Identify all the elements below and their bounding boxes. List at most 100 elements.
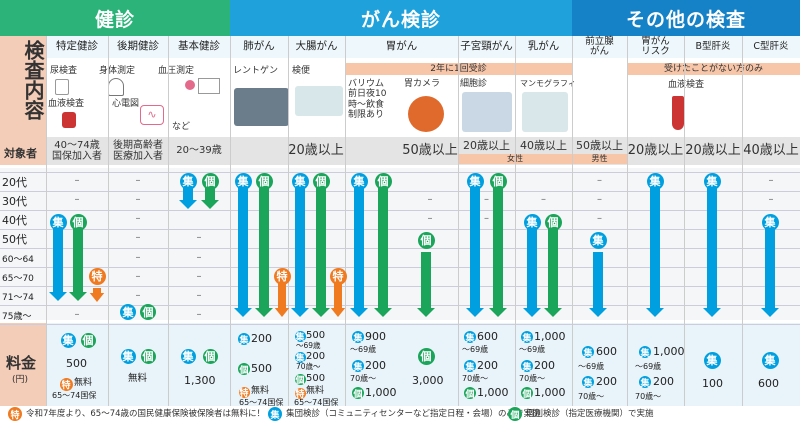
shu-badge-icon: 集 bbox=[703, 351, 721, 369]
no-exam-dash: – bbox=[196, 232, 202, 243]
no-exam-dash: – bbox=[135, 271, 141, 282]
grid-line bbox=[0, 229, 800, 230]
no-exam-dash: – bbox=[427, 194, 433, 205]
grid-col-line bbox=[288, 36, 289, 406]
toku-badge-icon: 特 bbox=[59, 377, 73, 391]
age-range-arrow bbox=[544, 228, 562, 317]
grid-col-line bbox=[515, 36, 516, 406]
item-urine: 尿検査 bbox=[50, 66, 78, 76]
shu-badge-icon: 集 bbox=[120, 348, 136, 364]
age-row-label: 60〜64 bbox=[2, 255, 34, 265]
blood-tube-icon bbox=[62, 112, 76, 128]
price-value: 65〜74国保 bbox=[294, 398, 339, 407]
grid-col-line bbox=[572, 36, 573, 406]
price-value: 1,000 bbox=[534, 386, 566, 399]
column-header-3: 肺がん bbox=[243, 40, 275, 53]
price-value: 600 bbox=[596, 345, 617, 358]
grid-line bbox=[0, 248, 800, 249]
ko-legend-icon: 個 bbox=[508, 407, 522, 421]
target-c7: 40歳以上 bbox=[520, 138, 567, 152]
side-target-label: 対象者 bbox=[4, 147, 37, 160]
toku-badge-icon: 特 bbox=[329, 267, 347, 285]
target-c9: 20歳以上 bbox=[627, 142, 684, 158]
no-exam-dash: – bbox=[541, 194, 546, 205]
price-value: 200 bbox=[477, 359, 498, 372]
shu-badge-icon: 集 bbox=[703, 172, 721, 190]
shu-badge-icon: 集 bbox=[234, 172, 252, 190]
item-blood: 血液検査 bbox=[48, 99, 85, 109]
grid-line bbox=[0, 267, 800, 268]
grid-line bbox=[0, 210, 800, 211]
item-barium: バリウム 前日夜10 時〜飲食 制限あり bbox=[348, 79, 387, 121]
no-exam-dash: – bbox=[196, 271, 202, 282]
shu-badge-icon: 集 bbox=[761, 351, 779, 369]
no-exam-dash: – bbox=[135, 213, 141, 224]
no-exam-dash: – bbox=[74, 194, 80, 205]
age-range-arrow bbox=[255, 188, 273, 317]
price-value: 無料 bbox=[306, 386, 325, 396]
no-exam-dash: – bbox=[597, 213, 602, 224]
price-value: 1,000 bbox=[653, 345, 685, 358]
blood-tube-icon bbox=[672, 96, 684, 130]
no-exam-dash: – bbox=[135, 252, 141, 263]
ecg-icon: ∿ bbox=[140, 105, 164, 125]
column-header-bg bbox=[46, 36, 800, 58]
target-c8: 50歳以上 bbox=[576, 138, 623, 152]
age-range-arrow bbox=[69, 228, 87, 301]
age-row-label: 40代 bbox=[2, 213, 27, 227]
price-value: 600 bbox=[477, 330, 498, 343]
ko-badge-icon: 個 bbox=[294, 373, 306, 386]
age-row-label: 30代 bbox=[2, 194, 27, 208]
price-value: 1,000 bbox=[477, 386, 509, 399]
shu-badge-icon: 集 bbox=[352, 360, 364, 373]
target-c11: 40歳以上 bbox=[743, 142, 799, 158]
item-bp: 血圧測定 bbox=[158, 66, 195, 76]
target-c0: 40〜74歳 国保加入者 bbox=[52, 139, 102, 163]
no-exam-dash: – bbox=[196, 309, 202, 320]
ko-badge-icon: 個 bbox=[201, 172, 219, 190]
price-value: 65〜74国保 bbox=[239, 398, 284, 407]
target-c6: 20歳以上 bbox=[463, 138, 510, 152]
item-xray: レントゲン bbox=[233, 66, 279, 76]
shu-badge-icon: 集 bbox=[589, 231, 607, 249]
ko-badge-icon: 個 bbox=[80, 332, 96, 348]
price-value: 200 bbox=[251, 332, 272, 345]
grid-col-line bbox=[684, 36, 685, 406]
shu-badge-icon: 集 bbox=[466, 172, 484, 190]
side-target-bg bbox=[0, 137, 46, 165]
grid-line bbox=[0, 191, 800, 192]
price-value: 70歳〜 bbox=[578, 392, 605, 401]
bp-monitor-icon bbox=[198, 78, 220, 94]
no-exam-dash: – bbox=[484, 213, 489, 224]
shu-badge-icon: 集 bbox=[294, 351, 306, 364]
no-exam-dash: – bbox=[135, 290, 141, 301]
target-c3: 20歳以上 bbox=[288, 142, 344, 158]
shu-badge-icon: 集 bbox=[761, 213, 779, 231]
no-exam-dash: – bbox=[597, 175, 602, 186]
no-exam-dash: – bbox=[74, 175, 80, 186]
item-camera: 胃カメラ bbox=[404, 79, 441, 89]
price-value: 200 bbox=[596, 375, 617, 388]
stool-kit-icon bbox=[295, 86, 343, 116]
age-row-label: 71〜74 bbox=[2, 293, 34, 303]
toku-badge-icon: 特 bbox=[294, 387, 306, 400]
shu-badge-icon: 集 bbox=[582, 346, 594, 359]
age-range-arrow bbox=[89, 288, 105, 302]
toku-badge-icon: 特 bbox=[88, 267, 106, 285]
price-row-bg bbox=[46, 323, 800, 406]
price-value: 600 bbox=[758, 377, 779, 390]
grid-line bbox=[0, 172, 800, 173]
price-value: 無料 bbox=[128, 373, 148, 384]
price-value: 〜69歳 bbox=[578, 362, 605, 371]
shu-legend-icon: 集 bbox=[268, 407, 282, 421]
urine-cup-icon bbox=[55, 79, 69, 95]
side-price-unit: (円) bbox=[12, 375, 29, 385]
column-header-7: 乳がん bbox=[527, 40, 560, 53]
price-value: 500 bbox=[251, 362, 272, 375]
ko-badge-icon: 個 bbox=[521, 387, 533, 400]
shu-badge-icon: 集 bbox=[582, 376, 594, 389]
price-value: 500 bbox=[306, 330, 326, 341]
age-range-arrow bbox=[703, 188, 721, 317]
column-header-4: 大腸がん bbox=[295, 40, 338, 53]
price-value: 無料 bbox=[251, 386, 270, 396]
